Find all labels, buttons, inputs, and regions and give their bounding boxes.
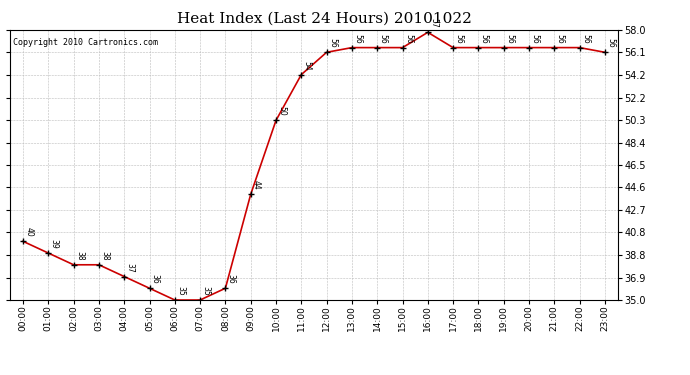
Text: 56: 56: [404, 34, 413, 44]
Text: 56: 56: [581, 34, 590, 44]
Text: 36: 36: [227, 274, 236, 284]
Text: 56: 56: [555, 34, 564, 44]
Text: 56: 56: [480, 34, 489, 44]
Text: 35: 35: [176, 286, 185, 296]
Text: 57: 57: [429, 18, 438, 28]
Text: Copyright 2010 Cartronics.com: Copyright 2010 Cartronics.com: [13, 38, 159, 47]
Text: 36: 36: [151, 274, 160, 284]
Text: 37: 37: [126, 262, 135, 272]
Text: 56: 56: [379, 34, 388, 44]
Text: 40: 40: [24, 227, 33, 237]
Text: 50: 50: [277, 106, 286, 116]
Text: 56: 56: [353, 34, 362, 44]
Text: 35: 35: [201, 286, 210, 296]
Text: 38: 38: [100, 251, 109, 261]
Text: 38: 38: [75, 251, 84, 261]
Text: 54: 54: [303, 61, 312, 70]
Text: 56: 56: [607, 38, 615, 48]
Text: 39: 39: [50, 239, 59, 249]
Text: 56: 56: [455, 34, 464, 44]
Text: 56: 56: [328, 38, 337, 48]
Text: 44: 44: [252, 180, 261, 190]
Text: 56: 56: [531, 34, 540, 44]
Text: 56: 56: [505, 34, 514, 44]
Text: Heat Index (Last 24 Hours) 20101022: Heat Index (Last 24 Hours) 20101022: [177, 11, 472, 25]
